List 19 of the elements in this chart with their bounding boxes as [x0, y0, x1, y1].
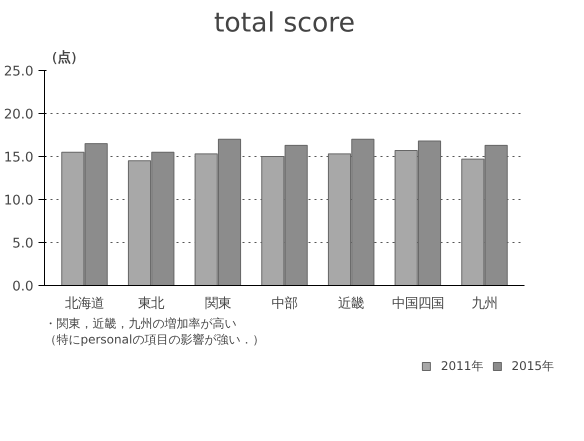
chart-title: total score	[214, 8, 356, 38]
y-tick-label: 10.0	[4, 194, 34, 208]
y-tick-label: 0.0	[12, 280, 34, 294]
text: （特にpersonalの項目の影響が強い．）	[44, 332, 264, 346]
y-axis-title: （点）	[44, 50, 84, 66]
x-tick-label: 東北	[138, 296, 164, 312]
x-tick-label: 九州	[472, 296, 498, 312]
y-tick-label: 5.0	[12, 236, 34, 252]
y-tick-label: 15.0	[4, 150, 34, 166]
legend-label: 2011年	[440, 358, 484, 374]
x-tick-label: 北海道	[65, 296, 104, 312]
y-tick-label: 20.0	[4, 108, 34, 122]
legend-label: 2015年	[511, 358, 554, 374]
x-tick-label: 中国四国	[392, 296, 444, 312]
x-tick-label: 近畿	[338, 296, 364, 312]
x-tick-label: 中部	[272, 296, 298, 312]
y-tick-label: 25.0	[4, 64, 34, 80]
text: ・関東，近畿，九州の増加率が高い	[44, 316, 236, 330]
x-tick-label: 関東	[204, 296, 231, 312]
